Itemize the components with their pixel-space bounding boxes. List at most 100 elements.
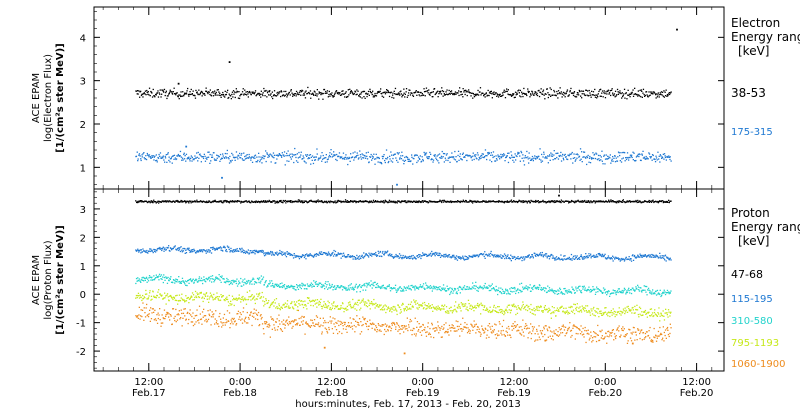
electron-point bbox=[585, 157, 587, 159]
electron-point bbox=[363, 154, 366, 157]
proton-point bbox=[617, 288, 620, 290]
proton-point bbox=[257, 201, 259, 203]
proton-point bbox=[488, 284, 490, 287]
electron-point bbox=[252, 91, 254, 93]
proton-point bbox=[388, 255, 390, 257]
electron-point bbox=[528, 91, 530, 93]
proton-point bbox=[161, 278, 163, 280]
proton-point bbox=[316, 253, 318, 255]
electron-point bbox=[423, 88, 425, 90]
electron-point bbox=[444, 94, 446, 96]
electron-point bbox=[197, 93, 199, 96]
proton-point bbox=[600, 290, 602, 292]
proton-point bbox=[177, 281, 179, 283]
proton-point bbox=[201, 250, 203, 252]
proton-point bbox=[558, 258, 561, 260]
electron-point bbox=[158, 92, 160, 94]
proton-point bbox=[544, 254, 546, 256]
proton-point bbox=[481, 201, 483, 203]
proton-point bbox=[504, 257, 506, 260]
proton-point bbox=[626, 258, 628, 261]
proton-point bbox=[178, 248, 181, 250]
electron-point bbox=[431, 91, 433, 93]
electron-point bbox=[639, 89, 641, 92]
electron-point bbox=[310, 163, 312, 165]
electron-point bbox=[631, 156, 633, 159]
electron-point bbox=[433, 154, 435, 157]
electron-point bbox=[175, 158, 178, 160]
electron-point bbox=[470, 95, 472, 97]
proton-point bbox=[391, 288, 393, 290]
proton-point bbox=[279, 252, 282, 255]
proton-point bbox=[184, 248, 186, 250]
electron-point bbox=[491, 93, 493, 95]
electron-point bbox=[564, 92, 566, 94]
proton-point bbox=[554, 201, 557, 203]
electron-point bbox=[245, 155, 247, 157]
proton-point bbox=[481, 286, 483, 288]
electron-point bbox=[619, 92, 621, 94]
proton-point bbox=[298, 199, 301, 201]
proton-point bbox=[220, 247, 223, 249]
proton-point bbox=[173, 246, 176, 248]
proton-point bbox=[511, 257, 514, 259]
proton-point bbox=[620, 291, 622, 293]
electron-point bbox=[630, 92, 632, 94]
proton-point bbox=[425, 253, 428, 256]
electron-point bbox=[231, 91, 234, 93]
proton-point bbox=[386, 201, 388, 203]
proton-point bbox=[588, 286, 590, 288]
proton-point bbox=[284, 306, 286, 308]
electron-point bbox=[256, 94, 258, 96]
electron-point bbox=[570, 87, 572, 90]
electron-point bbox=[520, 96, 522, 98]
electron-point bbox=[495, 155, 497, 157]
electron-point bbox=[272, 97, 274, 100]
proton-point bbox=[160, 278, 162, 280]
electron-point bbox=[201, 156, 203, 158]
proton-point bbox=[457, 289, 460, 291]
proton-point bbox=[150, 295, 153, 297]
electron-point bbox=[266, 96, 268, 98]
proton-point bbox=[370, 200, 373, 202]
electron-point bbox=[645, 158, 648, 160]
proton-point bbox=[472, 282, 474, 284]
electron-point bbox=[179, 155, 181, 157]
proton-point bbox=[215, 276, 217, 278]
proton-point bbox=[290, 284, 292, 287]
proton-point bbox=[587, 288, 589, 291]
electron-point bbox=[564, 96, 566, 98]
electron-point bbox=[650, 92, 652, 95]
proton-point bbox=[614, 258, 616, 260]
proton-point bbox=[390, 200, 392, 202]
proton-point bbox=[198, 201, 201, 203]
electron-point bbox=[347, 95, 349, 98]
electron-point bbox=[502, 94, 504, 96]
electron-point bbox=[546, 157, 548, 159]
electron-point bbox=[541, 93, 543, 95]
proton-point bbox=[286, 285, 289, 288]
proton-point bbox=[601, 201, 603, 203]
proton-point bbox=[384, 250, 386, 253]
proton-point bbox=[462, 257, 465, 259]
proton-point bbox=[633, 200, 635, 202]
electron-point bbox=[421, 156, 423, 158]
proton-point bbox=[290, 302, 292, 305]
electron-point bbox=[357, 90, 359, 92]
proton-point bbox=[256, 251, 259, 254]
proton-point bbox=[249, 283, 251, 285]
proton-point bbox=[333, 249, 335, 252]
proton-point bbox=[256, 250, 258, 253]
electron-point bbox=[526, 94, 528, 97]
electron-point bbox=[494, 160, 496, 162]
electron-point bbox=[434, 154, 436, 156]
electron-point bbox=[416, 154, 418, 156]
proton-point bbox=[257, 200, 259, 202]
proton-point bbox=[357, 257, 359, 259]
proton-point bbox=[265, 252, 267, 255]
proton-point bbox=[184, 300, 186, 302]
proton-point bbox=[222, 202, 224, 204]
electron-point bbox=[218, 91, 220, 93]
proton-point bbox=[368, 252, 370, 254]
electron-point bbox=[649, 94, 651, 96]
